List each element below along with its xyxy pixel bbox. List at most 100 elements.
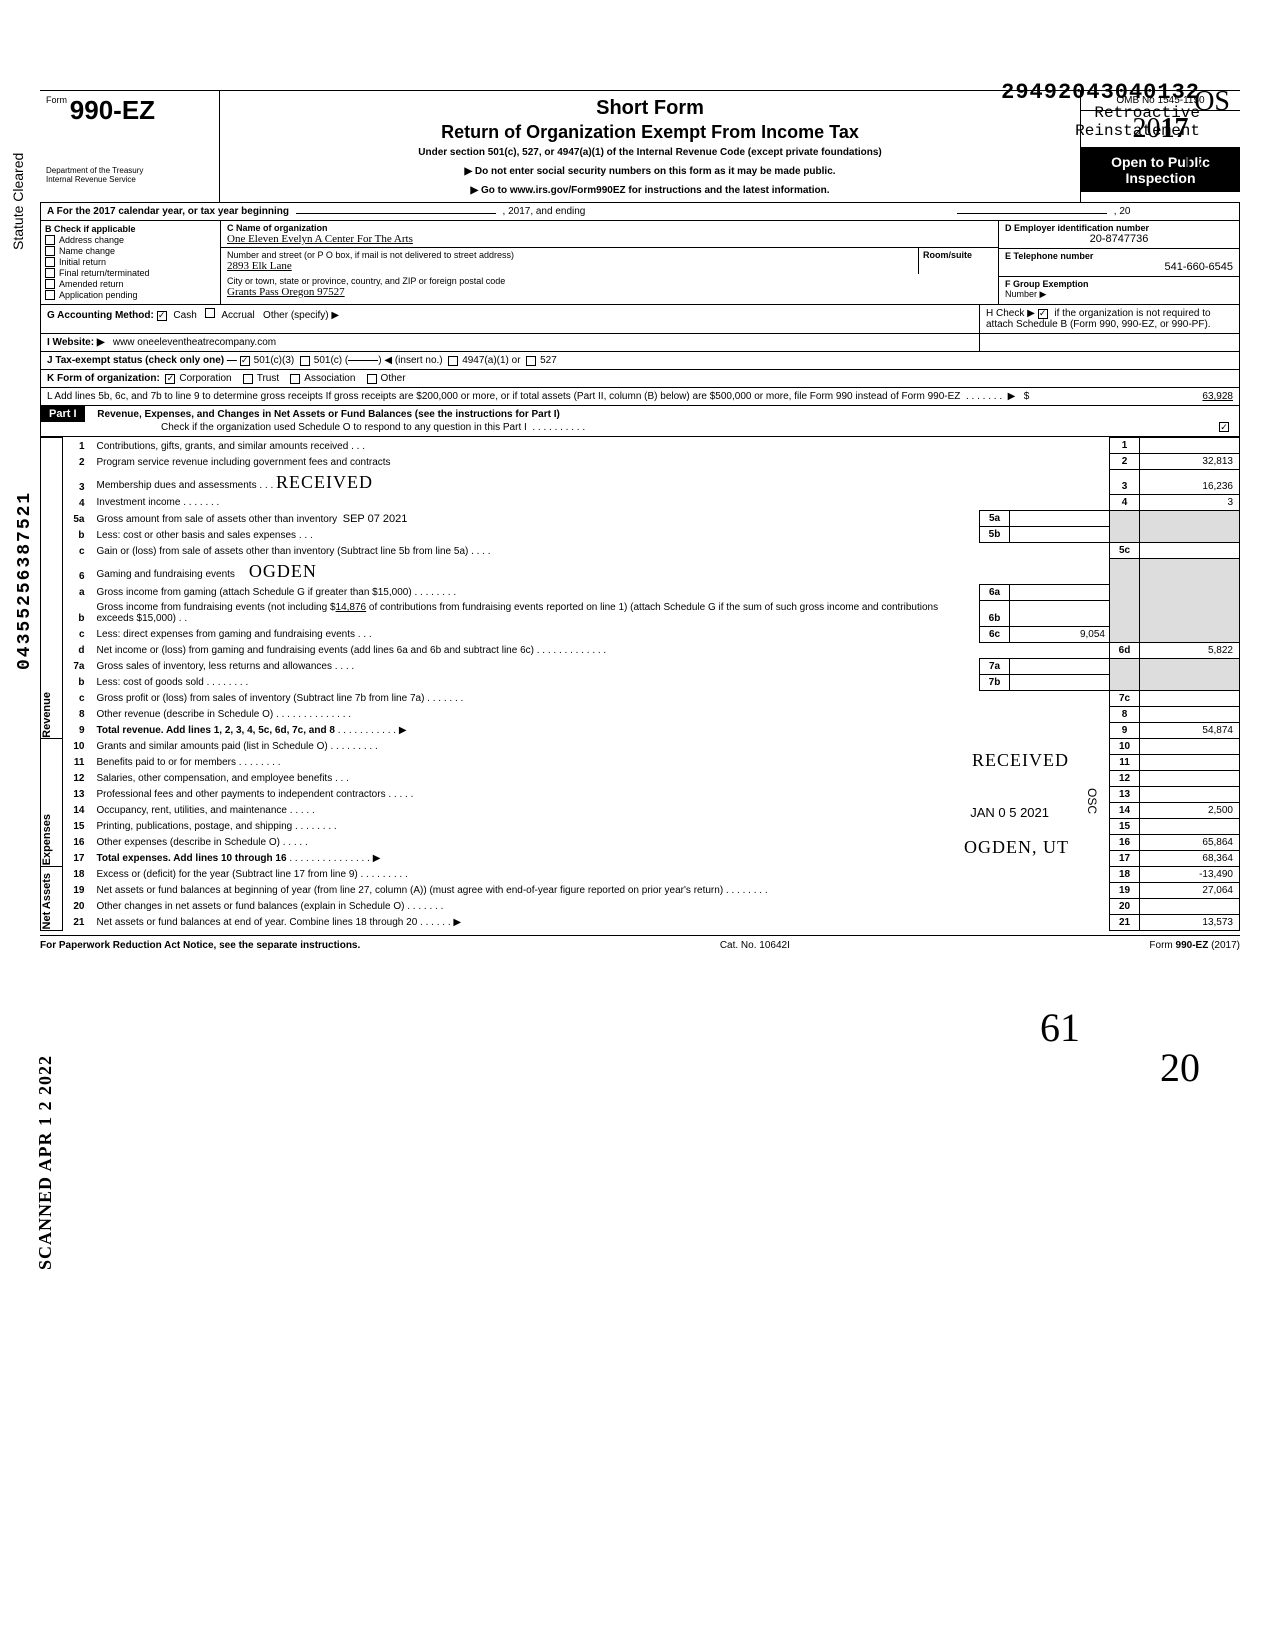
line-6b: b Gross income from fundraising events (… xyxy=(41,600,1240,626)
cb-address-change[interactable]: Address change xyxy=(45,235,216,245)
line-6a: a Gross income from gaming (attach Sched… xyxy=(41,584,1240,600)
ein-row: D Employer identification number 20-8747… xyxy=(999,221,1239,249)
line-1: Revenue 1 Contributions, gifts, grants, … xyxy=(41,438,1240,454)
return-title: Return of Organization Exempt From Incom… xyxy=(230,122,1070,143)
corp-checkbox[interactable]: ✓ xyxy=(165,374,175,384)
line-6c: c Less: direct expenses from gaming and … xyxy=(41,626,1240,642)
4947-checkbox[interactable] xyxy=(448,356,458,366)
received-stamp-2: RECEIVED xyxy=(972,750,1069,771)
l-text: L Add lines 5b, 6c, and 7b to line 9 to … xyxy=(47,391,960,402)
row-a-text: A For the 2017 calendar year, or tax yea… xyxy=(47,206,289,217)
501c-insert[interactable] xyxy=(348,360,378,361)
ogden-stamp: OGDEN xyxy=(249,561,317,581)
subtitle: Under section 501(c), 527, or 4947(a)(1)… xyxy=(230,147,1070,158)
received-stamp-1: RECEIVED xyxy=(276,472,373,492)
line-6: 6 Gaming and fundraising events OGDEN xyxy=(41,559,1240,585)
part1-subtitle: Check if the organization used Schedule … xyxy=(41,422,1239,436)
phone-row: E Telephone number 541-660-6545 xyxy=(999,249,1239,277)
footer: For Paperwork Reduction Act Notice, see … xyxy=(40,935,1240,951)
header-mid: Short Form Return of Organization Exempt… xyxy=(220,91,1080,202)
dln-number: 29492043040132 xyxy=(1001,80,1200,105)
schedule-o-checkbox[interactable]: ✓ xyxy=(1219,422,1229,432)
assoc-checkbox[interactable] xyxy=(290,374,300,384)
revenue-label: Revenue xyxy=(41,692,53,738)
ein-label: D Employer identification number xyxy=(1005,223,1233,233)
schedule-b-checkbox[interactable]: ✓ xyxy=(1038,309,1048,319)
line-15: 15 Printing, publications, postage, and … xyxy=(41,818,1240,834)
footer-left: For Paperwork Reduction Act Notice, see … xyxy=(40,940,360,951)
page: 29492043040132 Retroactive Reinstatement… xyxy=(40,90,1240,951)
line-9: 9 Total revenue. Add lines 1, 2, 3, 4, 5… xyxy=(41,722,1240,738)
org-name-row: C Name of organization One Eleven Evelyn… xyxy=(221,221,998,248)
group-number-label: Number ▶ xyxy=(1005,289,1046,299)
statute-cleared-stamp: Statute Cleared xyxy=(10,153,26,250)
checkbox-icon xyxy=(45,279,55,289)
handwritten-1712: 1712 xyxy=(1182,150,1230,177)
netassets-label: Net Assets xyxy=(41,873,53,929)
part1-header-row: Part I Revenue, Expenses, and Changes in… xyxy=(40,406,1240,437)
line-8: 8 Other revenue (describe in Schedule O)… xyxy=(41,706,1240,722)
line-5b: b Less: cost or other basis and sales ex… xyxy=(41,527,1240,543)
handwritten-61: 61 xyxy=(1040,1004,1080,1051)
row-a-end: , 20 xyxy=(1114,206,1131,217)
part1-title: Revenue, Expenses, and Changes in Net As… xyxy=(87,409,560,420)
527-checkbox[interactable] xyxy=(526,356,536,366)
city-row: City or town, state or province, country… xyxy=(221,274,998,300)
501c-checkbox[interactable] xyxy=(300,356,310,366)
line-18: Net Assets 18 Excess or (deficit) for th… xyxy=(41,866,1240,882)
line-2: 2 Program service revenue including gove… xyxy=(41,454,1240,470)
trust-checkbox[interactable] xyxy=(243,374,253,384)
j-label: J Tax-exempt status (check only one) — xyxy=(47,355,237,366)
col-de: D Employer identification number 20-8747… xyxy=(999,221,1239,304)
row-j: J Tax-exempt status (check only one) — ✓… xyxy=(40,352,1240,370)
col-b-checkboxes: B Check if applicable Address change Nam… xyxy=(41,221,221,304)
cb-application-pending[interactable]: Application pending xyxy=(45,290,216,300)
group-label: F Group Exemption xyxy=(1005,279,1089,289)
cb-name-change[interactable]: Name change xyxy=(45,246,216,256)
handwritten-20: 20 xyxy=(1160,1044,1200,1091)
col-b-header: B Check if applicable xyxy=(45,224,216,234)
line-7c: c Gross profit or (loss) from sales of i… xyxy=(41,690,1240,706)
line-6d: d Net income or (loss) from gaming and f… xyxy=(41,642,1240,658)
cb-amended-return[interactable]: Amended return xyxy=(45,279,216,289)
cash-checkbox[interactable]: ✓ xyxy=(157,311,167,321)
other-checkbox[interactable] xyxy=(367,374,377,384)
instruction-line1: ▶ Do not enter social security numbers o… xyxy=(230,166,1070,177)
year-begin-field[interactable] xyxy=(296,213,496,214)
checkbox-icon xyxy=(45,235,55,245)
cb-final-return[interactable]: Final return/terminated xyxy=(45,268,216,278)
website-value: www oneeleventheatrecompany.com xyxy=(113,337,276,348)
form-number: 990-EZ xyxy=(70,95,155,125)
l-value: 63,928 xyxy=(1202,391,1233,402)
line-19: 19 Net assets or fund balances at beginn… xyxy=(41,882,1240,898)
date-stamp-1: SEP 07 2021 xyxy=(343,513,408,525)
checkbox-icon xyxy=(45,290,55,300)
org-name-label: C Name of organization xyxy=(227,223,992,233)
row-h: H Check ▶ ✓ if the organization is not r… xyxy=(979,305,1239,333)
lines-table: Revenue 1 Contributions, gifts, grants, … xyxy=(40,437,1240,931)
row-a-tax-year: A For the 2017 calendar year, or tax yea… xyxy=(40,203,1240,221)
section-bcde: B Check if applicable Address change Nam… xyxy=(40,221,1240,305)
line-7b: b Less: cost of goods sold . . . . . . .… xyxy=(41,674,1240,690)
group-exemption-row: F Group Exemption Number ▶ xyxy=(999,277,1239,304)
501c3-checkbox[interactable]: ✓ xyxy=(240,356,250,366)
line-12: 12 Salaries, other compensation, and emp… xyxy=(41,770,1240,786)
k-label: K Form of organization: xyxy=(47,373,160,384)
street-value: 2893 Elk Lane xyxy=(227,260,912,272)
line-4: 4 Investment income . . . . . . . 4 3 xyxy=(41,495,1240,511)
line-5c: c Gain or (loss) from sale of assets oth… xyxy=(41,543,1240,559)
instruction-line2: ▶ Go to www.irs.gov/Form990EZ for instru… xyxy=(230,185,1070,196)
header-left: Form 990-EZ Department of the Treasury I… xyxy=(40,91,220,202)
room-suite: Room/suite xyxy=(918,248,998,274)
ogden-ut-stamp: OGDEN, UT xyxy=(964,837,1069,858)
row-gh: G Accounting Method: ✓ Cash Accrual Othe… xyxy=(40,305,1240,334)
form-prefix: Form xyxy=(46,95,67,105)
city-value: Grants Pass Oregon 97527 xyxy=(227,286,992,298)
cb-initial-return[interactable]: Initial return xyxy=(45,257,216,267)
line-3: 3 Membership dues and assessments . . . … xyxy=(41,470,1240,495)
year-end-field[interactable] xyxy=(957,213,1107,214)
accrual-checkbox[interactable] xyxy=(205,308,215,318)
ein-value: 20-8747736 xyxy=(1005,233,1233,245)
accounting-label: G Accounting Method: xyxy=(47,310,154,321)
h-text: H Check ▶ xyxy=(986,308,1035,319)
